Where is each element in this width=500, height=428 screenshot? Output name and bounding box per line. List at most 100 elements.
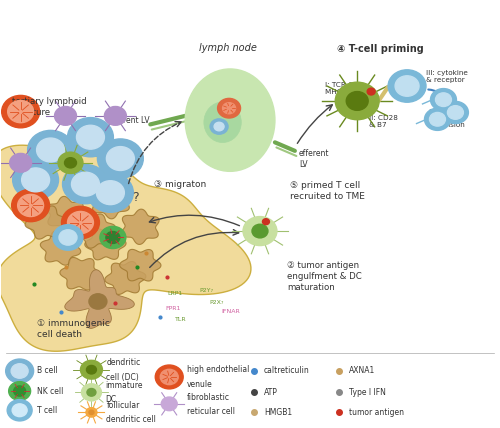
Circle shape [89,294,107,309]
Circle shape [100,226,126,249]
Circle shape [86,408,97,417]
Text: ATP: ATP [264,388,278,397]
Circle shape [59,230,77,245]
Text: dendritic cell: dendritic cell [106,415,156,424]
Text: Type I IFN: Type I IFN [348,388,386,397]
Text: NK cell: NK cell [36,386,63,395]
Polygon shape [40,231,80,265]
Text: cell (DC): cell (DC) [106,373,139,382]
Circle shape [2,95,40,128]
Polygon shape [76,214,116,248]
Text: caltreticulin: caltreticulin [264,366,310,375]
Circle shape [222,103,235,114]
Circle shape [82,384,102,401]
Text: DC: DC [106,395,117,404]
Text: P2X₇: P2X₇ [209,300,224,306]
Circle shape [346,92,368,110]
Polygon shape [105,262,146,294]
Circle shape [12,189,50,222]
Text: AXNA1: AXNA1 [348,366,375,375]
Circle shape [54,107,76,125]
Circle shape [88,173,134,212]
Text: activation
& clonal
expansion: activation & clonal expansion [428,108,466,128]
Circle shape [53,225,83,250]
Circle shape [11,364,28,378]
Circle shape [436,93,452,107]
Text: P2Y₇: P2Y₇ [199,288,213,293]
Circle shape [218,98,240,118]
Text: FPR1: FPR1 [165,306,180,311]
Polygon shape [46,196,84,232]
Circle shape [214,122,224,131]
Circle shape [14,386,26,396]
Circle shape [62,206,100,239]
Text: reticular cell: reticular cell [187,407,235,416]
Circle shape [12,404,27,416]
Text: ② tumor antigen
engulfment & DC
maturation: ② tumor antigen engulfment & DC maturati… [288,261,362,292]
Ellipse shape [204,102,242,143]
Text: ① immunogenic
cell death: ① immunogenic cell death [36,318,110,339]
Text: III: cytokine
& receptor: III: cytokine & receptor [426,70,468,83]
Circle shape [448,106,464,119]
Circle shape [388,70,426,102]
Circle shape [22,168,50,192]
Text: ⑤ primed T cell
recruited to TME: ⑤ primed T cell recruited to TME [290,181,365,201]
Text: ③ migraton: ③ migraton [154,180,206,189]
Text: I: TCR &
MHC I: I: TCR & MHC I [325,82,354,95]
Circle shape [10,153,32,172]
Text: ?: ? [132,191,138,204]
Circle shape [243,217,277,246]
Circle shape [18,194,44,217]
Circle shape [6,359,34,383]
Circle shape [7,400,32,421]
Circle shape [336,82,379,120]
Circle shape [12,160,58,199]
Circle shape [96,181,124,205]
Circle shape [156,365,183,389]
Circle shape [442,101,468,124]
Circle shape [161,397,177,411]
Circle shape [87,389,96,396]
Text: venule: venule [187,380,213,389]
Circle shape [160,369,178,385]
Circle shape [64,158,76,168]
Text: efferent
LV: efferent LV [299,149,330,169]
Circle shape [62,164,108,204]
Text: afferent LV: afferent LV [108,116,150,125]
Polygon shape [60,258,101,290]
Polygon shape [0,145,251,351]
Polygon shape [122,209,159,244]
Circle shape [58,152,83,173]
Circle shape [106,232,120,244]
Text: dendritic: dendritic [106,358,140,367]
Circle shape [106,147,134,170]
Circle shape [68,118,114,157]
Text: LRP1: LRP1 [168,291,183,296]
Circle shape [430,113,446,126]
Circle shape [72,172,100,196]
Circle shape [262,219,270,225]
Text: HMGB1: HMGB1 [264,408,292,417]
Circle shape [395,76,419,96]
Text: tumor antigen: tumor antigen [348,408,404,417]
Polygon shape [92,184,130,219]
Circle shape [104,107,126,125]
Circle shape [28,131,74,169]
Circle shape [89,410,94,414]
Text: T cell: T cell [36,406,57,415]
Text: fibroblastic: fibroblastic [187,393,230,402]
Circle shape [367,88,375,95]
Ellipse shape [185,69,275,171]
Text: high endothelial: high endothelial [187,365,250,374]
Text: lymph node: lymph node [198,43,256,53]
Circle shape [80,360,102,379]
Circle shape [252,224,268,238]
Circle shape [76,125,104,149]
Circle shape [430,89,456,111]
Circle shape [424,108,450,131]
Polygon shape [25,206,66,239]
Circle shape [8,101,34,123]
Polygon shape [64,270,134,328]
Circle shape [210,119,228,134]
Text: tertiary lymphoid
structure: tertiary lymphoid structure [12,97,86,117]
